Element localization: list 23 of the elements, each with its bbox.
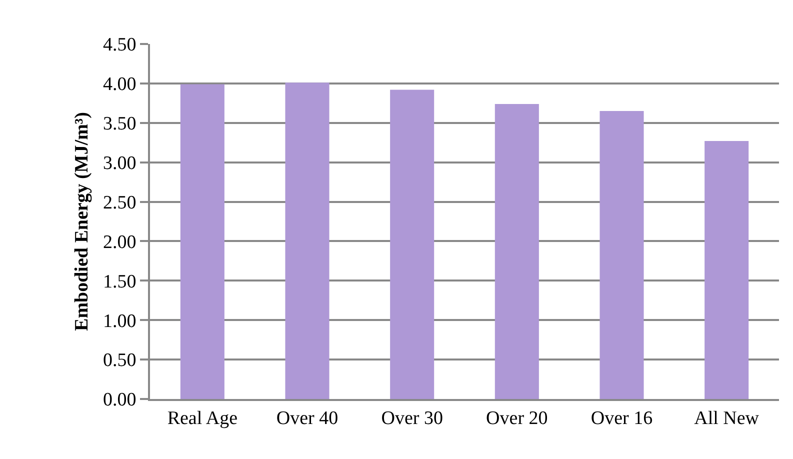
y-tick-label: 4.50 (102, 34, 136, 56)
bar (704, 141, 749, 399)
bar (180, 84, 224, 399)
y-axis-title: Embodied Energy (MJ/m³) (71, 112, 92, 331)
y-tick-label: 1.50 (102, 271, 136, 292)
x-tick-label: Over 40 (276, 408, 338, 429)
y-tick-label: 2.50 (102, 192, 136, 214)
x-tick-label: Over 20 (486, 408, 548, 429)
x-tick-label: Over 16 (590, 408, 653, 429)
bar (285, 82, 330, 399)
x-tick-label: Real Age (167, 408, 238, 429)
y-tick-label: 3.00 (102, 152, 136, 174)
y-tick-label: 1.00 (102, 310, 136, 332)
y-tick-label: 2.00 (102, 232, 136, 253)
y-tick-label: 0.50 (102, 350, 136, 372)
y-tick-label: 0.00 (102, 390, 136, 411)
bar (494, 104, 539, 399)
x-tick-label: Over 30 (381, 408, 443, 429)
y-tick-label: 3.50 (102, 114, 136, 135)
bar (600, 111, 644, 399)
x-tick-label: All New (694, 408, 760, 429)
y-tick-label: 4.00 (102, 74, 136, 96)
bar (390, 90, 434, 399)
